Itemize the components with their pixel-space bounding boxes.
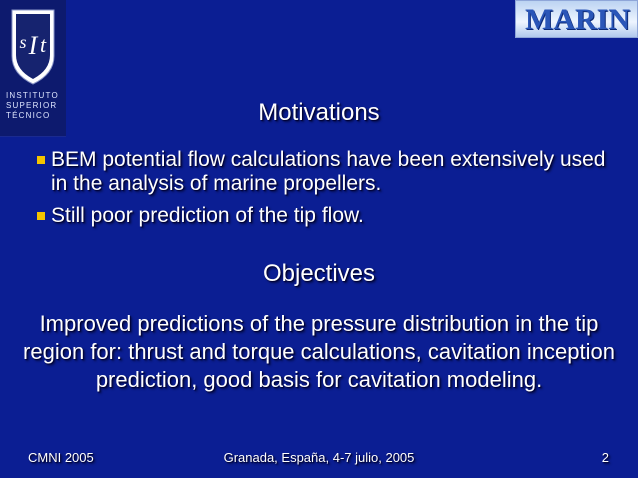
ist-name: INSTITUTO SUPERIOR TÉCNICO (0, 91, 66, 121)
footer-location-date: Granada, España, 4-7 julio, 2005 (223, 450, 415, 465)
ist-logo: I s t INSTITUTO SUPERIOR TÉCNICO (0, 0, 66, 137)
bullet-item: BEM potential flow calculations have bee… (37, 148, 617, 196)
ist-name-line: TÉCNICO (6, 111, 51, 120)
motivations-bullet-list: BEM potential flow calculations have bee… (37, 148, 617, 236)
marin-logo-background (516, 1, 637, 37)
footer-conference: CMNI 2005 (28, 450, 94, 465)
square-bullet-icon (37, 212, 45, 220)
ist-name-line: INSTITUTO (6, 91, 59, 100)
svg-text:I: I (28, 31, 39, 60)
ist-name-line: SUPERIOR (6, 101, 58, 110)
objectives-title: Objectives (262, 260, 376, 287)
bullet-text: Still poor prediction of the tip flow. (51, 204, 364, 227)
slide-number: 2 (601, 450, 609, 465)
marin-logo: MARIN (515, 0, 638, 38)
motivations-title: Motivations (258, 99, 380, 126)
ist-shield-icon: I s t (11, 9, 55, 85)
svg-text:s: s (19, 32, 26, 52)
bullet-text: BEM potential flow calculations have bee… (51, 148, 606, 195)
bullet-item: Still poor prediction of the tip flow. (37, 204, 617, 228)
objectives-text: Improved predictions of the pressure dis… (23, 311, 615, 392)
svg-text:t: t (40, 32, 47, 57)
square-bullet-icon (37, 156, 45, 164)
marin-logo-text: MARIN (525, 3, 630, 36)
